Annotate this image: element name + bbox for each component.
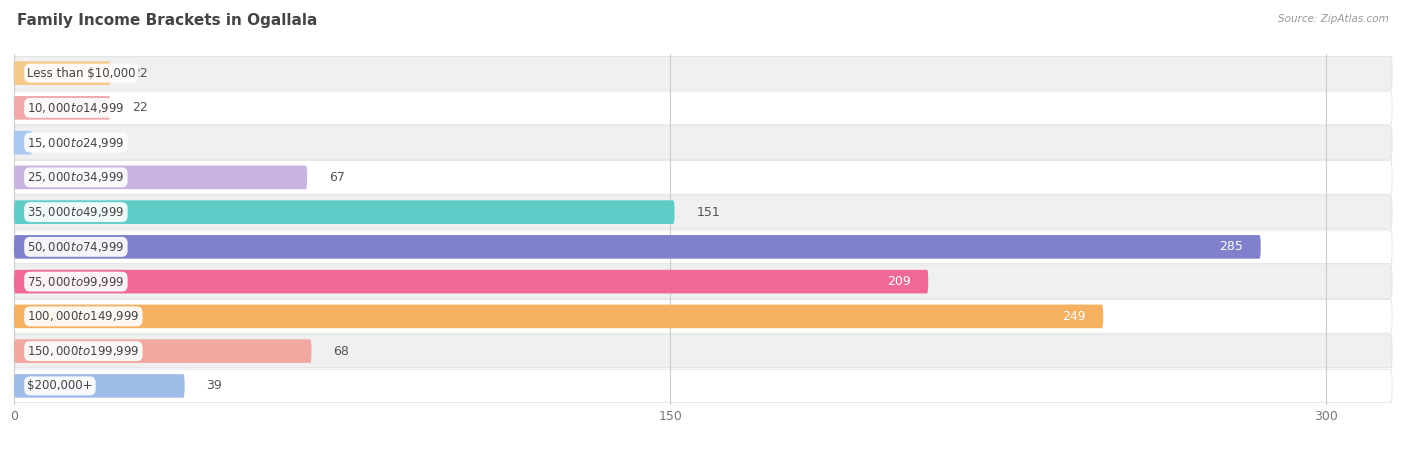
FancyBboxPatch shape [14,166,307,189]
Text: Family Income Brackets in Ogallala: Family Income Brackets in Ogallala [17,14,318,28]
Text: 67: 67 [329,171,344,184]
Text: 22: 22 [132,67,148,80]
Text: $25,000 to $34,999: $25,000 to $34,999 [27,171,125,184]
Text: $150,000 to $199,999: $150,000 to $199,999 [27,344,139,358]
FancyBboxPatch shape [14,195,1392,229]
Text: 39: 39 [207,379,222,392]
FancyBboxPatch shape [14,200,675,224]
Text: 249: 249 [1062,310,1085,323]
FancyBboxPatch shape [14,374,184,398]
Text: 285: 285 [1219,240,1243,253]
Text: $15,000 to $24,999: $15,000 to $24,999 [27,135,125,149]
FancyBboxPatch shape [14,300,1392,333]
Text: 4: 4 [53,136,62,149]
Text: $75,000 to $99,999: $75,000 to $99,999 [27,274,125,288]
FancyBboxPatch shape [14,126,1392,159]
FancyBboxPatch shape [14,56,1392,90]
FancyBboxPatch shape [14,91,1392,125]
FancyBboxPatch shape [14,339,312,363]
FancyBboxPatch shape [14,61,110,85]
Text: 151: 151 [696,206,720,219]
FancyBboxPatch shape [14,265,1392,298]
FancyBboxPatch shape [14,270,928,293]
Text: $10,000 to $14,999: $10,000 to $14,999 [27,101,125,115]
Text: 68: 68 [333,345,349,358]
Text: Source: ZipAtlas.com: Source: ZipAtlas.com [1278,14,1389,23]
FancyBboxPatch shape [14,334,1392,368]
Text: $200,000+: $200,000+ [27,379,93,392]
FancyBboxPatch shape [14,161,1392,194]
FancyBboxPatch shape [14,369,1392,403]
Text: $35,000 to $49,999: $35,000 to $49,999 [27,205,125,219]
FancyBboxPatch shape [14,305,1104,328]
Text: 22: 22 [132,101,148,114]
FancyBboxPatch shape [14,230,1392,264]
FancyBboxPatch shape [14,131,31,154]
Text: 209: 209 [887,275,911,288]
Text: $100,000 to $149,999: $100,000 to $149,999 [27,310,139,324]
FancyBboxPatch shape [14,96,110,120]
Text: Less than $10,000: Less than $10,000 [27,67,136,80]
Text: $50,000 to $74,999: $50,000 to $74,999 [27,240,125,254]
FancyBboxPatch shape [14,235,1261,259]
